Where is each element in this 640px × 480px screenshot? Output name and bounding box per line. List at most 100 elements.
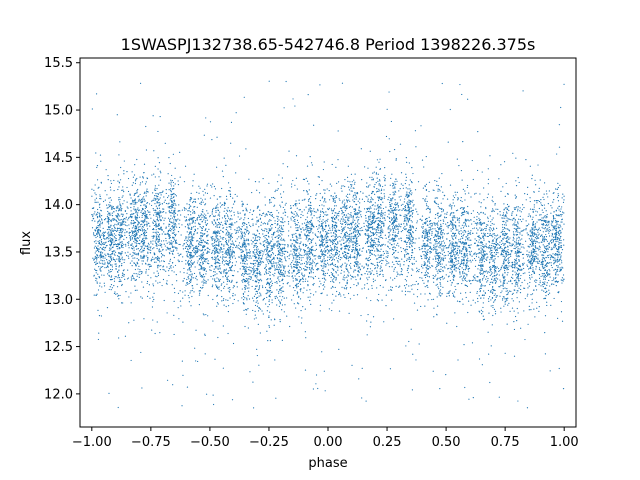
data-point [323, 256, 325, 258]
data-point [406, 246, 408, 248]
data-point [441, 234, 443, 236]
data-point [361, 227, 363, 229]
data-point [393, 221, 395, 224]
data-point [236, 246, 238, 248]
data-point [252, 279, 254, 282]
data-point [145, 217, 147, 219]
data-point [220, 284, 222, 286]
data-point [328, 232, 330, 234]
data-point [346, 222, 348, 224]
data-point [312, 276, 314, 278]
data-point [223, 270, 226, 272]
data-point [355, 203, 358, 206]
data-point [168, 263, 170, 265]
data-point [352, 216, 354, 218]
data-point [224, 274, 227, 277]
data-point [211, 251, 213, 253]
data-point [406, 214, 408, 216]
data-point [121, 274, 124, 277]
data-point [324, 260, 326, 262]
data-point [173, 256, 175, 259]
data-point [268, 300, 270, 303]
data-point [432, 277, 434, 279]
data-point [134, 245, 137, 248]
data-point [216, 305, 218, 307]
data-point [404, 198, 406, 200]
data-point [292, 220, 294, 222]
data-point [396, 203, 398, 205]
data-point [347, 248, 349, 250]
data-point [280, 225, 282, 227]
data-point [349, 255, 351, 258]
data-point [322, 227, 324, 230]
data-point [108, 269, 110, 271]
data-point [111, 206, 114, 208]
data-point [248, 266, 251, 268]
data-point [422, 232, 425, 234]
data-point [93, 241, 96, 243]
data-point [260, 257, 262, 260]
data-point [197, 260, 199, 262]
data-point [130, 238, 132, 240]
data-point [371, 204, 373, 207]
data-point [322, 229, 324, 231]
data-point [326, 231, 328, 233]
data-point [102, 249, 104, 251]
data-point [407, 290, 409, 293]
data-point [421, 277, 423, 279]
data-point [336, 225, 338, 228]
data-point [346, 238, 348, 240]
data-point [439, 228, 442, 230]
data-point [278, 257, 280, 259]
data-point [196, 250, 198, 252]
data-point [407, 221, 410, 223]
data-point [427, 299, 429, 301]
data-point [426, 200, 428, 203]
data-point [295, 247, 298, 249]
data-point [159, 203, 161, 205]
data-point [427, 251, 429, 254]
data-point [157, 157, 159, 159]
data-point [421, 236, 423, 239]
data-point [310, 230, 312, 232]
data-point [128, 241, 130, 243]
data-point [407, 241, 409, 243]
data-point [119, 201, 121, 203]
data-point [188, 220, 190, 222]
data-point [243, 260, 245, 262]
data-point [315, 225, 318, 228]
data-point [143, 213, 145, 215]
data-point [202, 273, 205, 276]
data-point [447, 247, 449, 249]
data-point [353, 235, 355, 238]
data-point [157, 225, 159, 228]
data-point [435, 233, 437, 235]
data-point [438, 220, 440, 222]
data-point [217, 231, 219, 233]
data-point [94, 261, 96, 263]
data-point [437, 233, 439, 235]
data-point [281, 296, 284, 298]
data-point [237, 300, 239, 302]
data-point [114, 243, 117, 245]
data-point [315, 234, 317, 236]
data-point [393, 203, 396, 205]
data-point [269, 296, 271, 298]
data-point [379, 227, 381, 229]
data-point [423, 245, 425, 247]
data-point [318, 227, 320, 229]
data-point [171, 232, 173, 234]
data-point [341, 202, 343, 204]
data-point [174, 222, 176, 225]
data-point [326, 235, 328, 237]
data-point [279, 321, 281, 323]
data-point [213, 238, 215, 240]
data-point [311, 265, 313, 267]
data-point [132, 254, 134, 256]
data-point [426, 284, 428, 287]
data-point [143, 257, 145, 259]
data-point [117, 277, 119, 279]
data-point [120, 231, 122, 233]
data-point [436, 279, 438, 281]
data-point [382, 217, 384, 219]
